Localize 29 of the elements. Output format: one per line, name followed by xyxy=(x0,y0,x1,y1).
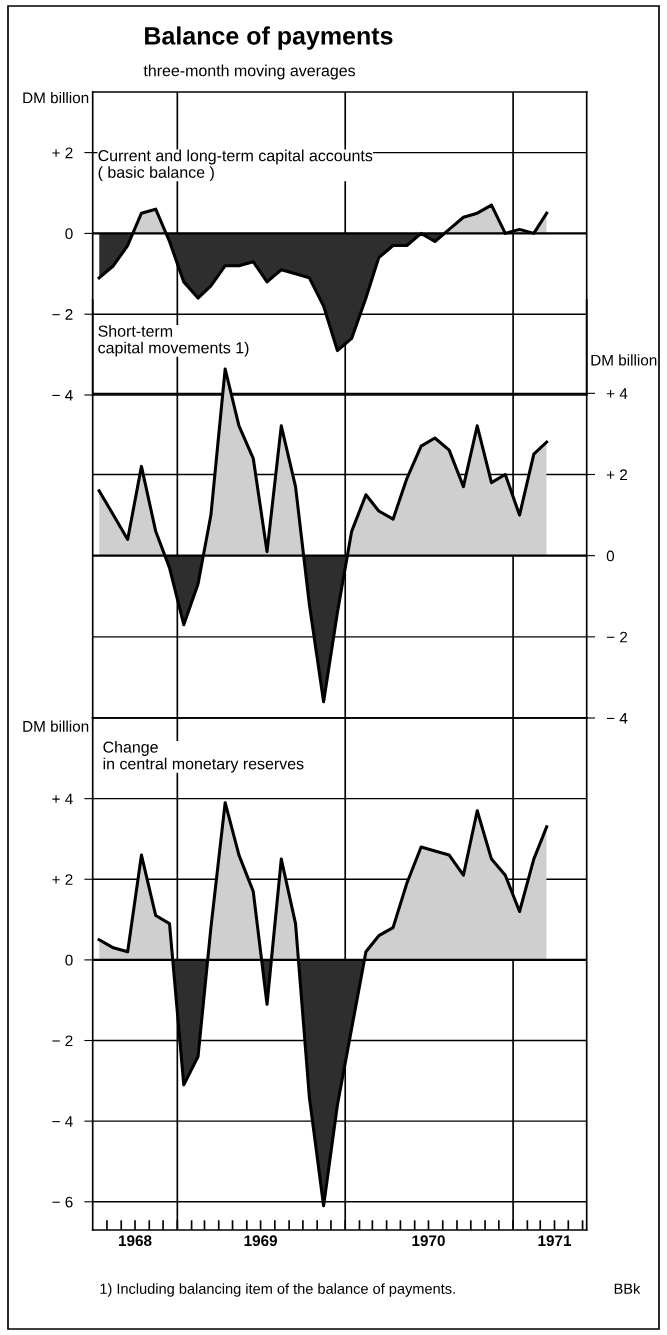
y2-tick-label: + 2 xyxy=(606,469,628,481)
y-tick-label: − 4 xyxy=(52,390,73,401)
y2-tick-label: − 4 xyxy=(606,713,628,724)
y2-axis-title: DM billion xyxy=(591,354,657,366)
y-tick-label: + 2 xyxy=(52,147,73,159)
y-tick-label: 0 xyxy=(65,228,73,240)
text: BBk xyxy=(614,1283,641,1294)
y-tick-label: 0 xyxy=(65,954,73,966)
chart-title: Balance of payments xyxy=(145,26,393,50)
y2-tick-label: − 2 xyxy=(606,631,628,643)
y-tick-label: − 4 xyxy=(52,1116,73,1127)
x-tick-label: 1970 xyxy=(412,1235,445,1247)
x-tick-label: 1971 xyxy=(538,1235,572,1247)
series-label: Short-term capital movements 1) xyxy=(98,325,249,357)
y-tick-label: − 2 xyxy=(52,1035,73,1047)
y-tick-label: − 2 xyxy=(52,309,73,320)
y-tick-label: + 2 xyxy=(52,874,73,885)
text: Change in central monetary reserves xyxy=(103,741,304,773)
text: 1) Including balancing item of the balance of payments. xyxy=(100,1283,455,1297)
y2-tick-label: 0 xyxy=(606,550,615,562)
y-tick-label: − 6 xyxy=(52,1196,73,1208)
text: Current and long-term capital accounts ( basic balance ) xyxy=(98,149,373,182)
x-tick-label: 1969 xyxy=(244,1235,278,1247)
chart-subtitle: three-month moving averages xyxy=(143,64,356,80)
y-tick-label: + 4 xyxy=(52,793,73,805)
x-tick-label: 1968 xyxy=(118,1235,152,1247)
y-axis-title: DM billion xyxy=(23,92,89,104)
y-axis-title: DM billion xyxy=(23,720,89,732)
y2-tick-label: + 4 xyxy=(606,388,628,399)
